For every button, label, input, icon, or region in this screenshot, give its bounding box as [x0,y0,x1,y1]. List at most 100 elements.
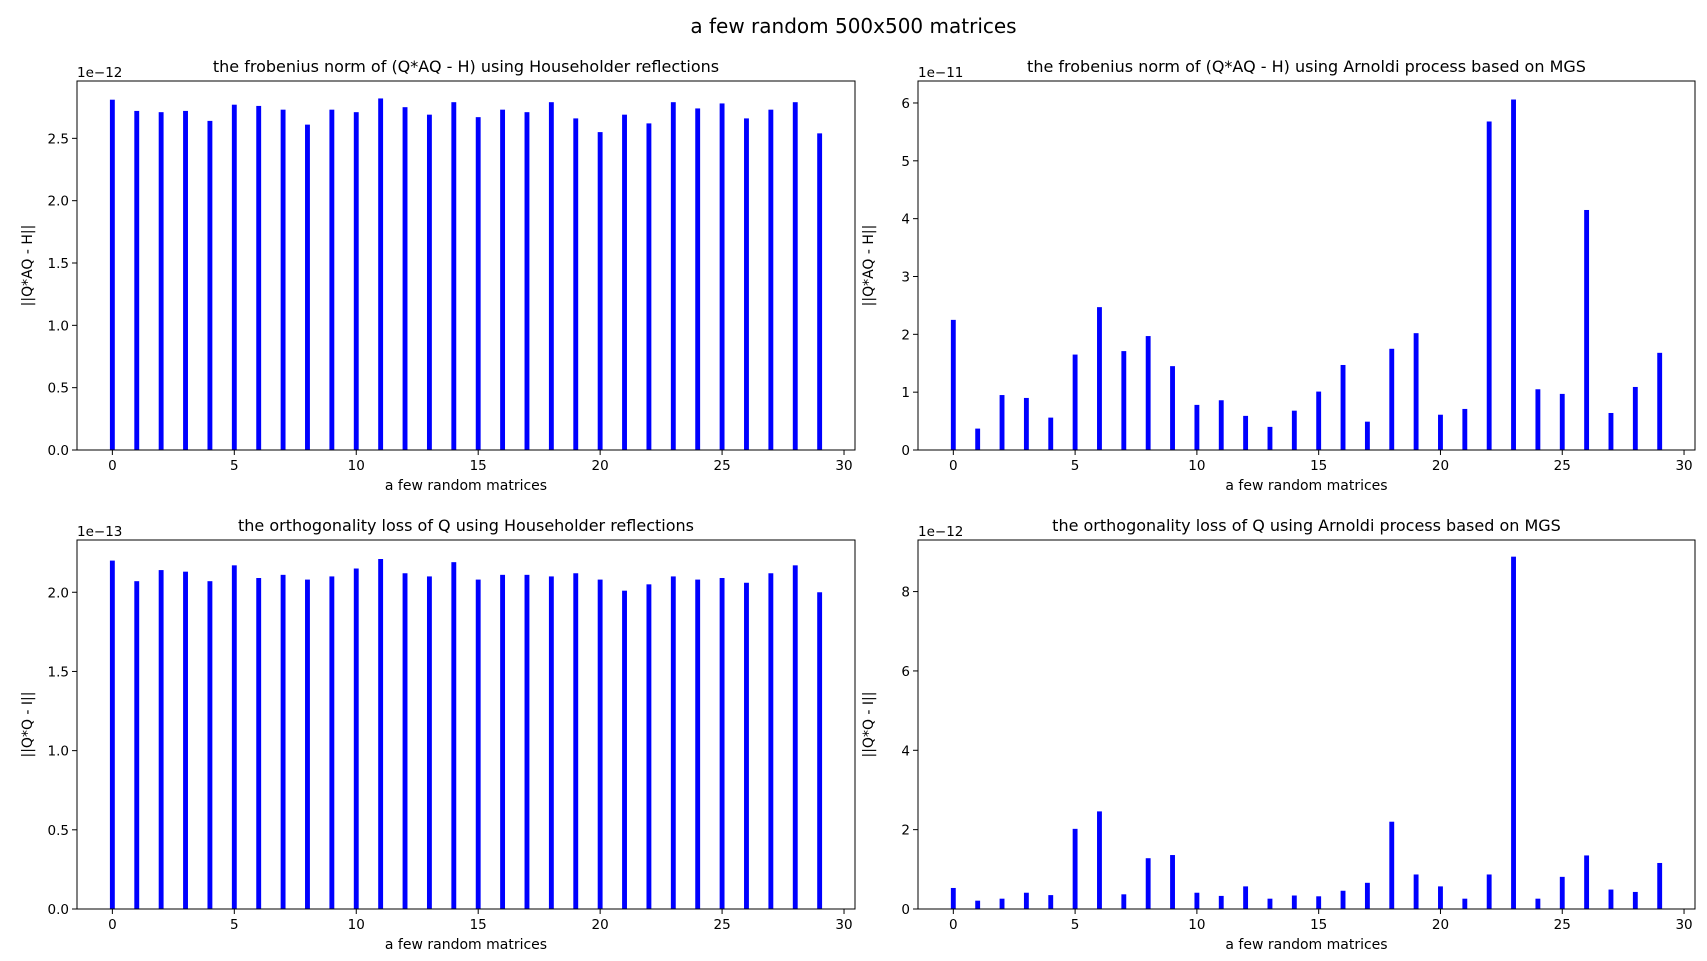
bar-9 [329,576,335,909]
y-offset-text: 1e−11 [918,65,963,81]
bar-28 [1632,891,1638,909]
figure-title: a few random 500x500 matrices [690,14,1017,38]
bar-23 [1511,556,1516,909]
y-tick-label: 4 [901,212,910,228]
bar-6 [1097,811,1102,909]
bar-5 [1072,354,1078,450]
x-tick-label: 25 [713,917,730,933]
x-tick-label: 5 [1071,917,1080,933]
bar-8 [305,579,310,909]
bar-18 [548,576,554,909]
bar-6 [256,105,262,451]
x-axis-label: a few random matrices [385,478,547,494]
subplot-3: 0 5 10 15 20 25 30 0.0 0.5 1.0 1.5 2.0 1e−13 the orth… [20,516,856,953]
bar-14 [1291,895,1297,909]
bar-14 [451,562,457,909]
y-axis-label: ||Q*AQ - H|| [20,225,36,307]
bar-29 [817,592,823,909]
bar-1 [134,581,140,909]
bar-4 [207,120,213,450]
y-tick-label: 6 [901,664,910,680]
x-tick-label: 25 [1554,458,1571,474]
bar-7 [1121,351,1127,450]
bar-11 [378,98,384,450]
bar-28 [792,565,798,909]
bar-25 [1559,876,1565,909]
bar-23 [670,576,676,909]
bar-14 [1291,410,1297,450]
y-tick-label: 0.5 [48,381,69,397]
x-tick-label: 20 [1432,458,1449,474]
bar-11 [1218,895,1224,909]
bar-3 [1023,892,1029,909]
bar-11 [1218,400,1224,450]
bar-25 [719,103,725,450]
bar-0 [109,99,115,450]
bar-19 [1413,874,1419,909]
bar-26 [1584,855,1590,909]
subplot-title: the frobenius norm of (Q*AQ - H) using A… [1027,57,1586,76]
bar-22 [646,584,652,909]
x-axis-label: a few random matrices [1225,478,1387,494]
bar-21 [622,114,627,450]
x-tick-label: 30 [835,458,852,474]
x-tick-label: 0 [108,917,117,933]
bar-17 [1364,421,1370,450]
subplot-title: the orthogonality loss of Q using Househ… [238,516,694,535]
bar-16 [1340,364,1346,450]
bar-23 [1511,99,1516,450]
bar-17 [524,574,530,909]
x-tick-label: 0 [108,458,117,474]
y-tick-label: 1.5 [48,664,69,680]
bar-26 [744,118,749,451]
bar-20 [597,579,603,909]
bar-21 [622,590,627,909]
subplot-2: 0 5 10 15 20 25 30 0 1 2 3 4 5 6 1e−11 the frobenius no… [861,57,1696,494]
bar-9 [329,109,335,451]
bar-24 [1535,898,1541,909]
bar-2 [158,570,164,909]
x-tick-label: 5 [1071,458,1080,474]
y-tick-label: 8 [901,585,910,601]
x-axis-label: a few random matrices [1225,937,1387,953]
y-tick-label: 0 [901,902,910,918]
bar-20 [1438,414,1443,450]
bar-24 [695,108,701,451]
bar-8 [1145,336,1151,450]
bar-10 [353,112,359,451]
bar-27 [1608,412,1614,450]
x-tick-label: 5 [230,917,239,933]
x-tick-label: 30 [835,917,852,933]
y-tick-label: 2.0 [48,585,69,601]
x-tick-label: 10 [348,458,365,474]
bar-1 [975,428,981,450]
y-tick-label: 2.5 [48,131,69,147]
bar-12 [402,573,408,909]
y-axis-label: ||Q*Q - I|| [20,692,36,758]
y-tick-label: 0.5 [48,823,69,839]
bar-19 [573,573,579,909]
bar-11 [378,559,384,909]
bar-0 [950,887,956,909]
y-offset-text: 1e−12 [918,524,963,540]
bar-15 [1316,896,1322,909]
x-tick-label: 25 [713,458,730,474]
y-tick-label: 1.0 [48,744,69,760]
bar-2 [999,898,1005,909]
y-axis-label: ||Q*Q - I|| [861,692,877,758]
bar-15 [1316,391,1322,450]
bar-13 [1267,426,1273,450]
x-tick-label: 30 [1675,917,1692,933]
bar-14 [451,102,457,450]
bar-13 [426,114,432,450]
subplot-4: 0 5 10 15 20 25 30 0 2 4 6 8 1e−12 the orthogonality … [861,516,1696,953]
subplot-title: the frobenius norm of (Q*AQ - H) using H… [213,57,719,76]
bar-15 [475,579,481,909]
bar-20 [597,132,603,451]
bar-27 [768,109,774,451]
bar-16 [500,109,506,451]
bar-9 [1170,855,1175,909]
y-tick-label: 0.0 [48,902,69,918]
bar-26 [744,582,749,909]
x-tick-label: 10 [1188,917,1205,933]
